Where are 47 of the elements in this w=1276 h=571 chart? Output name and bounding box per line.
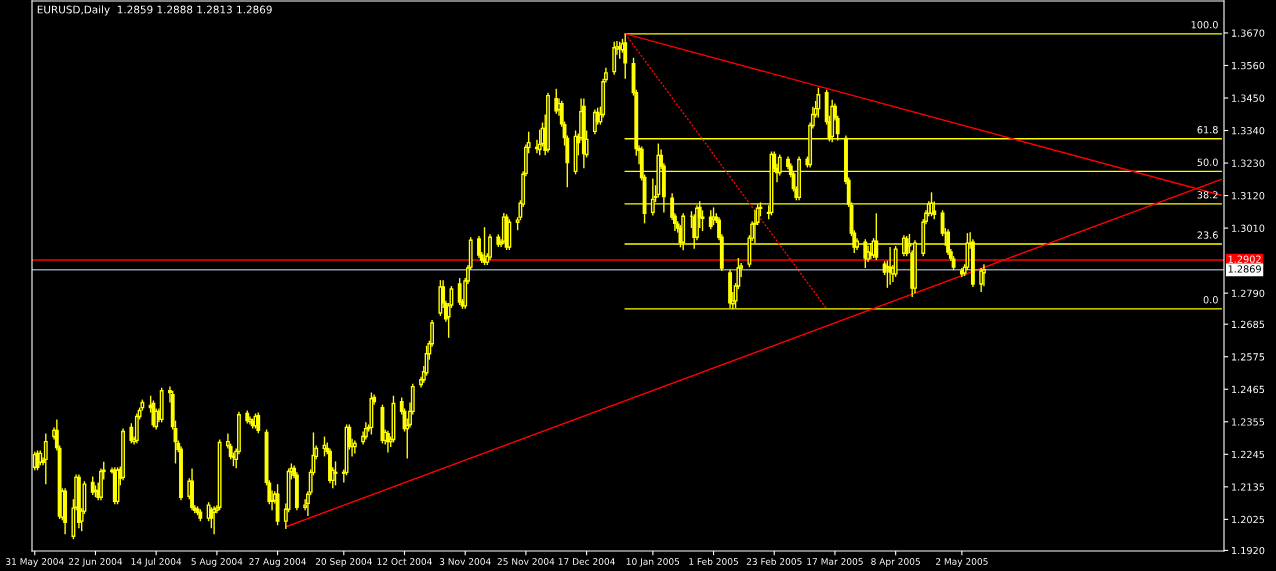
y-tick-label: 1.3120 bbox=[1232, 192, 1265, 200]
series-label: 61.8 bbox=[1197, 126, 1218, 134]
series-label: 0.0 bbox=[1203, 296, 1218, 304]
x-tick-label: 12 Oct 2004 bbox=[377, 558, 432, 565]
series-label: 23.6 bbox=[1197, 231, 1218, 239]
candlestick bbox=[248, 415, 252, 426]
candlestick bbox=[612, 41, 617, 76]
x-tick-label: 8 Apr 2005 bbox=[871, 558, 920, 567]
y-tick-label: 1.2025 bbox=[1232, 515, 1265, 524]
y-tick-label: 1.2685 bbox=[1232, 320, 1265, 329]
y-tick-label: 1.1920 bbox=[1232, 546, 1265, 555]
x-tick-label: 31 May 2004 bbox=[6, 558, 64, 567]
series-label: 38.2 bbox=[1197, 191, 1218, 199]
y-tick-label: 1.3010 bbox=[1232, 224, 1265, 232]
x-tick-label: 22 Jun 2004 bbox=[68, 558, 123, 567]
x-tick-label: 17 Mar 2005 bbox=[807, 558, 863, 565]
candlestick bbox=[979, 267, 984, 293]
series-label: 50.0 bbox=[1197, 158, 1218, 166]
series-label: 100.0 bbox=[1191, 21, 1218, 29]
y-tick-label: 1.2575 bbox=[1232, 353, 1265, 361]
candlestick bbox=[488, 233, 492, 261]
x-tick-label: 20 Sep 2004 bbox=[315, 558, 372, 567]
x-tick-label: 3 Nov 2004 bbox=[439, 558, 491, 565]
candlestick bbox=[982, 263, 986, 288]
y-tick-label: 1.3450 bbox=[1232, 94, 1265, 102]
y-tick-label: 1.2245 bbox=[1232, 450, 1265, 459]
x-tick-label: 17 Dec 2004 bbox=[558, 558, 615, 565]
x-tick-label: 14 Jul 2004 bbox=[131, 557, 182, 567]
y-tick-label: 1.2790 bbox=[1232, 289, 1265, 297]
ref-line-label: 1.2869 bbox=[1228, 265, 1261, 273]
y-tick-label: 1.3340 bbox=[1232, 126, 1265, 135]
x-tick-label: 27 Aug 2004 bbox=[249, 558, 306, 567]
x-tick-label: 10 Jan 2005 bbox=[626, 558, 680, 567]
x-tick-label: 5 Aug 2004 bbox=[191, 558, 243, 567]
x-tick-label: 1 Feb 2005 bbox=[689, 557, 738, 565]
y-tick-label: 1.2355 bbox=[1232, 418, 1265, 426]
x-tick-label: 23 Feb 2005 bbox=[746, 557, 802, 565]
y-tick-label: 1.3560 bbox=[1232, 61, 1265, 70]
ref-line-label: 1.2902 bbox=[1228, 255, 1261, 263]
y-tick-label: 1.2465 bbox=[1232, 385, 1265, 394]
x-tick-label: 2 May 2005 bbox=[935, 558, 988, 567]
y-tick-label: 1.3670 bbox=[1232, 29, 1265, 37]
y-tick-label: 1.3230 bbox=[1232, 159, 1265, 167]
x-tick-label: 25 Nov 2004 bbox=[497, 558, 555, 565]
y-tick-label: 1.2135 bbox=[1232, 483, 1265, 491]
chart-title: EURUSD,Daily 1.2859 1.2888 1.2813 1.2869 bbox=[37, 5, 272, 16]
candlestick bbox=[477, 235, 481, 259]
